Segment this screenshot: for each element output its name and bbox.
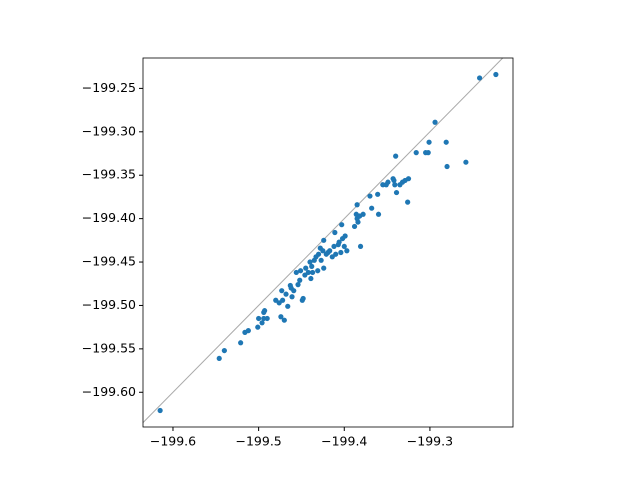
point xyxy=(393,189,400,196)
point xyxy=(285,303,291,309)
point xyxy=(255,324,261,330)
point xyxy=(355,219,361,225)
point xyxy=(342,233,348,239)
point xyxy=(375,191,381,197)
x-tick-label: −199.5 xyxy=(235,434,281,449)
y-tick-label: −199.40 xyxy=(82,210,136,225)
point xyxy=(318,257,324,263)
point xyxy=(367,193,373,199)
x-tick-label: −199.6 xyxy=(150,434,196,449)
point xyxy=(339,222,345,228)
point xyxy=(338,249,344,256)
point xyxy=(245,328,251,334)
point xyxy=(293,269,299,276)
point xyxy=(357,243,364,250)
point xyxy=(336,239,342,245)
point xyxy=(413,150,419,156)
point xyxy=(262,308,268,314)
point xyxy=(360,211,366,217)
point xyxy=(443,139,449,145)
point xyxy=(291,288,297,294)
point xyxy=(332,229,338,236)
point xyxy=(375,211,382,217)
point xyxy=(344,248,350,254)
point xyxy=(283,291,289,297)
point xyxy=(307,259,313,265)
point xyxy=(426,139,432,145)
point xyxy=(405,199,411,205)
point xyxy=(309,263,315,269)
point xyxy=(321,237,327,243)
point xyxy=(279,288,285,294)
point xyxy=(425,150,431,156)
point xyxy=(493,71,499,78)
point xyxy=(327,248,333,254)
point xyxy=(305,269,311,276)
point xyxy=(341,243,347,250)
point xyxy=(300,295,306,302)
point xyxy=(309,269,316,276)
point xyxy=(157,407,163,414)
point xyxy=(405,176,412,182)
plot-frame xyxy=(142,57,514,428)
y-tick-label: −199.60 xyxy=(82,384,136,399)
point xyxy=(297,277,303,283)
point xyxy=(315,268,321,274)
y-tick-label: −199.50 xyxy=(82,297,136,312)
point xyxy=(392,182,398,188)
point xyxy=(321,265,327,271)
point xyxy=(289,294,295,300)
point xyxy=(297,268,304,274)
point xyxy=(264,315,270,322)
point xyxy=(331,243,337,250)
point xyxy=(221,347,227,354)
y-tick-label: −199.25 xyxy=(82,80,136,95)
y-tick-label: −199.45 xyxy=(82,254,136,269)
point xyxy=(463,159,469,165)
x-tick-label: −199.3 xyxy=(407,434,453,449)
point xyxy=(295,282,301,288)
point xyxy=(278,314,284,320)
x-tick-label: −199.4 xyxy=(321,434,367,449)
point xyxy=(391,177,397,184)
point xyxy=(216,355,222,362)
point xyxy=(354,202,360,208)
point xyxy=(369,205,375,211)
point xyxy=(315,251,322,257)
point xyxy=(444,163,450,170)
point xyxy=(259,320,265,326)
y-tick-label: −199.55 xyxy=(82,340,136,355)
point xyxy=(280,297,286,303)
point xyxy=(333,251,339,257)
point xyxy=(476,75,483,81)
point xyxy=(393,153,399,159)
point xyxy=(238,340,244,346)
point xyxy=(303,265,309,271)
point xyxy=(351,223,358,230)
point xyxy=(308,275,314,282)
point xyxy=(281,317,287,323)
point xyxy=(320,248,326,254)
point xyxy=(256,315,262,322)
y-tick-label: −199.35 xyxy=(82,167,136,182)
point xyxy=(385,179,391,185)
point xyxy=(432,119,438,125)
y-tick-label: −199.30 xyxy=(82,123,136,138)
